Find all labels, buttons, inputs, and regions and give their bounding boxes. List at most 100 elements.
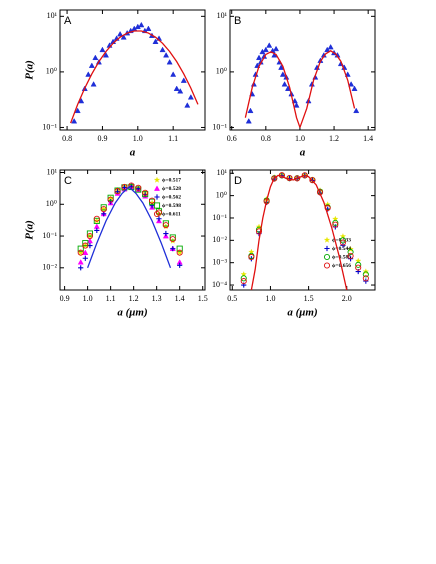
plot-frame [59, 169, 206, 291]
legend-label: ϕ=0.611 [162, 211, 181, 217]
square-marker [169, 234, 176, 241]
legend-marker [323, 236, 331, 243]
triangle-marker [170, 71, 177, 77]
square-marker [135, 186, 142, 193]
y-tick-label: 10⁻¹ [42, 122, 57, 131]
panel-label: A [64, 15, 72, 27]
panel-label: D [234, 175, 242, 187]
plus-marker [94, 227, 100, 234]
square-marker [93, 217, 100, 224]
panel-label: B [234, 15, 241, 27]
legend-label: ϕ=0.517 [162, 177, 181, 183]
triangle-marker [187, 94, 194, 100]
x-tick-label: 1.2 [329, 134, 339, 143]
circle-marker [339, 237, 346, 244]
circle-marker [169, 236, 176, 243]
circle-marker [255, 226, 263, 233]
circle-marker [240, 278, 247, 285]
y-tick-label: 10⁻⁴ [212, 280, 227, 289]
x-tick-label: 0.5 [227, 294, 237, 303]
y-axis-label: P(a) [24, 220, 36, 240]
y-tick-label: 10⁻¹ [212, 213, 227, 222]
triangle-marker [353, 107, 360, 114]
circle-marker [347, 252, 354, 260]
x-tick-label: 1.0 [265, 294, 275, 303]
x-tick-label: 1.4 [175, 294, 185, 303]
plus-marker [163, 230, 169, 237]
legend-marker [154, 194, 160, 200]
legend-label: ϕ=0.544 [332, 246, 351, 252]
circle-marker [332, 219, 339, 226]
fit-curve [87, 186, 172, 269]
triangle-marker [145, 25, 152, 31]
circle-marker [114, 188, 121, 195]
triangle-marker [85, 71, 92, 77]
triangle-marker [273, 45, 280, 52]
legend-marker [323, 262, 331, 269]
x-tick-label: 1.1 [106, 294, 116, 303]
circle-marker [355, 264, 362, 271]
legend-label: ϕ=0.562 [162, 194, 181, 200]
triangle-marker [279, 71, 286, 77]
legend-marker [153, 210, 161, 218]
triangle-marker [262, 46, 269, 53]
star-marker [362, 268, 369, 275]
triangle-marker [74, 107, 81, 114]
circle-marker [248, 253, 255, 261]
circle-marker [149, 197, 156, 204]
y-tick-label: 10⁰ [46, 199, 57, 208]
x-axis-label: a (μm) [287, 307, 317, 319]
x-tick-label: 2.0 [342, 294, 352, 303]
x-tick-label: 1.5 [198, 294, 208, 303]
triangle-marker [99, 46, 106, 53]
circle-marker [355, 261, 362, 268]
plot-frame [229, 169, 376, 291]
y-tick-label: 10⁻² [212, 235, 227, 244]
triangle-marker [159, 46, 166, 53]
x-axis-label: a (μm) [117, 307, 147, 319]
fit-curve [250, 174, 348, 291]
square-marker [100, 204, 107, 211]
legend-marker [153, 202, 161, 209]
triangle-marker [351, 85, 358, 91]
x-axis-label: a [300, 147, 306, 159]
y-tick-label: 10⁰ [46, 67, 57, 76]
triangle-marker [247, 107, 254, 114]
circle-marker [294, 175, 301, 182]
x-tick-label: 1.1 [168, 134, 178, 143]
y-axis-label: P(a) [24, 60, 36, 80]
x-tick-label: 1.2 [129, 294, 139, 303]
circle-marker [362, 271, 369, 278]
y-tick-label: 10¹ [47, 167, 58, 176]
triangle-marker [324, 46, 331, 53]
triangle-marker [90, 81, 97, 87]
square-marker [107, 194, 114, 201]
circle-marker [301, 172, 308, 179]
circle-marker [339, 239, 346, 246]
triangle-marker [77, 259, 84, 265]
plus-marker [121, 184, 128, 190]
circle-marker [240, 275, 247, 282]
y-tick-label: 10⁻³ [212, 258, 227, 267]
circle-marker [86, 232, 93, 240]
triangle-marker [173, 85, 180, 91]
triangle-marker [88, 62, 95, 68]
triangle-marker [348, 81, 355, 87]
circle-marker [255, 228, 263, 235]
circle-marker [100, 206, 107, 213]
y-tick-label: 10⁰ [216, 67, 227, 76]
circle-marker [121, 183, 128, 191]
square-marker [77, 245, 84, 252]
x-tick-label: 1.0 [133, 134, 143, 143]
triangle-marker [166, 58, 173, 65]
triangle-marker [138, 21, 145, 28]
triangle-marker [71, 118, 78, 124]
y-tick-label: 10⁻¹ [42, 231, 57, 240]
x-tick-label: 1.4 [363, 134, 373, 143]
triangle-marker [281, 81, 288, 87]
x-axis-label: a [130, 147, 136, 159]
circle-marker [77, 249, 84, 256]
plot-frame [59, 9, 206, 131]
triangle-marker [82, 249, 89, 255]
